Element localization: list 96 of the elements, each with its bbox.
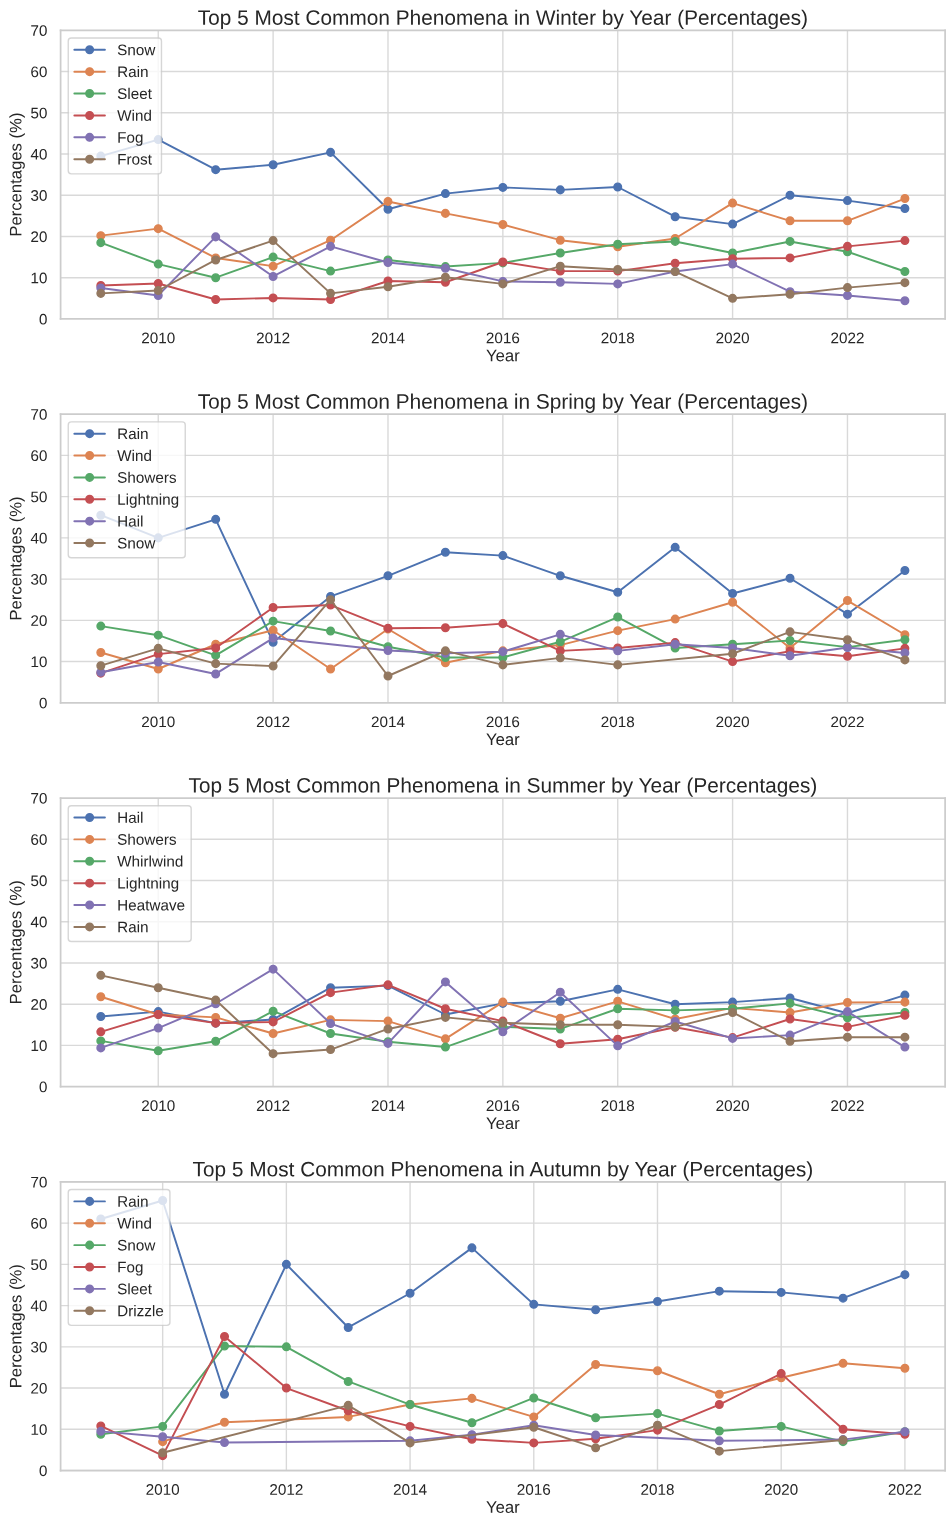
x-tick-label: 2020 xyxy=(716,332,749,344)
y-tick-label: 60 xyxy=(31,450,47,462)
x-tick-label: 2010 xyxy=(142,332,175,344)
x-axis-title: Year xyxy=(486,1501,520,1513)
x-tick-label: 2020 xyxy=(764,1484,798,1495)
legend-label: Rain xyxy=(118,427,148,440)
legend-label: Frost xyxy=(118,154,152,165)
x-tick-label: 2012 xyxy=(270,1484,303,1495)
legend-label: Showers xyxy=(117,471,177,483)
y-tick-label: 70 xyxy=(31,1176,47,1188)
y-tick-label: 20 xyxy=(31,615,47,627)
chart-title: Top 5 Most Common Phenomena in Summer by Year (Percentages) xyxy=(188,777,816,797)
y-tick-label: 20 xyxy=(31,999,47,1010)
legend-label: Hail xyxy=(118,811,143,824)
y-tick-label: 40 xyxy=(30,532,47,544)
x-tick-label: 2018 xyxy=(601,1100,635,1112)
x-tick-label: 2022 xyxy=(831,1100,864,1112)
legend-label: Fog xyxy=(118,132,143,146)
y-tick-label: 70 xyxy=(31,792,47,804)
y-tick-label: 0 xyxy=(39,313,47,325)
y-tick-label: 10 xyxy=(31,272,47,284)
y-tick-label: 10 xyxy=(31,1424,47,1435)
y-tick-label: 40 xyxy=(30,916,47,928)
y-tick-label: 50 xyxy=(31,107,47,119)
y-tick-label: 20 xyxy=(31,231,47,243)
legend-label: Sleet xyxy=(117,87,152,100)
chart-title: Top 5 Most Common Phenomena in Winter by Year (Percentages) xyxy=(198,9,807,30)
x-tick-label: 2014 xyxy=(371,1100,405,1112)
x-tick-label: 2012 xyxy=(256,332,290,344)
x-tick-label: 2016 xyxy=(486,716,520,728)
x-tick-label: 2010 xyxy=(146,1484,180,1495)
legend-label: Rain xyxy=(118,65,148,78)
y-tick-label: 30 xyxy=(31,1341,47,1353)
y-tick-label: 60 xyxy=(31,66,47,78)
y-axis-title: Percentages (%) xyxy=(9,1265,25,1387)
x-axis-title: Year xyxy=(486,1117,520,1130)
x-tick-label: 2012 xyxy=(256,716,290,728)
legend-label: Rain xyxy=(118,921,148,933)
x-tick-label: 2022 xyxy=(888,1484,922,1495)
y-tick-label: 50 xyxy=(31,1259,47,1271)
x-tick-label: 2018 xyxy=(641,1484,674,1495)
legend-label: Rain xyxy=(118,1195,148,1207)
y-tick-label: 50 xyxy=(31,491,47,503)
legend-label: Sleet xyxy=(117,1283,152,1295)
y-tick-label: 50 xyxy=(31,875,47,887)
x-tick-label: 2020 xyxy=(716,1100,749,1112)
y-tick-label: 40 xyxy=(30,1300,47,1312)
legend-label: Fog xyxy=(118,1261,143,1276)
chart-title: Top 5 Most Common Phenomena in Spring by Year (Percentages) xyxy=(198,393,807,413)
y-tick-label: 70 xyxy=(31,25,47,37)
y-tick-label: 60 xyxy=(31,834,47,845)
legend-label: Hail xyxy=(118,515,143,527)
x-tick-label: 2010 xyxy=(142,1100,175,1112)
x-tick-label: 2014 xyxy=(371,716,405,728)
y-axis-title: Percentages (%) xyxy=(9,497,25,620)
y-tick-label: 10 xyxy=(31,656,47,668)
x-tick-label: 2016 xyxy=(517,1484,551,1495)
legend-label: Wind xyxy=(117,109,151,121)
y-tick-label: 0 xyxy=(39,1465,47,1477)
legend-label: Heatwave xyxy=(118,899,185,911)
y-tick-label: 40 xyxy=(30,148,47,160)
x-tick-label: 2010 xyxy=(142,716,175,728)
legend-label: Whirlwind xyxy=(117,855,183,867)
x-axis-title: Year xyxy=(486,349,520,362)
legend-label: Lightning xyxy=(118,493,179,508)
legend-label: Snow xyxy=(117,537,156,549)
x-tick-label: 2014 xyxy=(371,332,405,344)
y-tick-label: 30 xyxy=(31,190,47,201)
legend-label: Wind xyxy=(117,1217,151,1229)
legend-label: Snow xyxy=(117,44,156,56)
y-tick-label: 10 xyxy=(31,1040,47,1052)
x-tick-label: 2018 xyxy=(601,332,635,344)
y-tick-label: 60 xyxy=(31,1218,47,1229)
x-tick-label: 2016 xyxy=(486,1100,520,1112)
x-tick-label: 2020 xyxy=(716,716,749,728)
legend-label: Showers xyxy=(117,833,177,845)
y-tick-label: 20 xyxy=(31,1382,47,1394)
legend-label: Drizzle xyxy=(118,1305,164,1317)
y-tick-label: 0 xyxy=(39,697,47,709)
legend-label: Wind xyxy=(117,449,151,462)
x-tick-label: 2012 xyxy=(256,1100,290,1112)
y-axis-title: Percentages (%) xyxy=(9,881,25,1004)
legend-label: Snow xyxy=(117,1239,156,1251)
y-tick-label: 70 xyxy=(31,409,47,420)
y-axis-title: Percentages (%) xyxy=(9,113,25,236)
y-tick-label: 30 xyxy=(31,573,47,585)
chart-title: Top 5 Most Common Phenomena in Autumn by Year (Percentages) xyxy=(192,1161,812,1181)
x-tick-label: 2014 xyxy=(393,1484,427,1495)
x-tick-label: 2018 xyxy=(601,716,635,728)
y-tick-label: 0 xyxy=(39,1081,47,1093)
x-axis-title: Year xyxy=(486,733,520,746)
x-tick-label: 2022 xyxy=(831,332,864,344)
x-tick-label: 2016 xyxy=(486,332,520,344)
y-tick-label: 30 xyxy=(31,957,47,969)
x-tick-label: 2022 xyxy=(831,716,864,728)
legend-label: Lightning xyxy=(118,877,179,892)
